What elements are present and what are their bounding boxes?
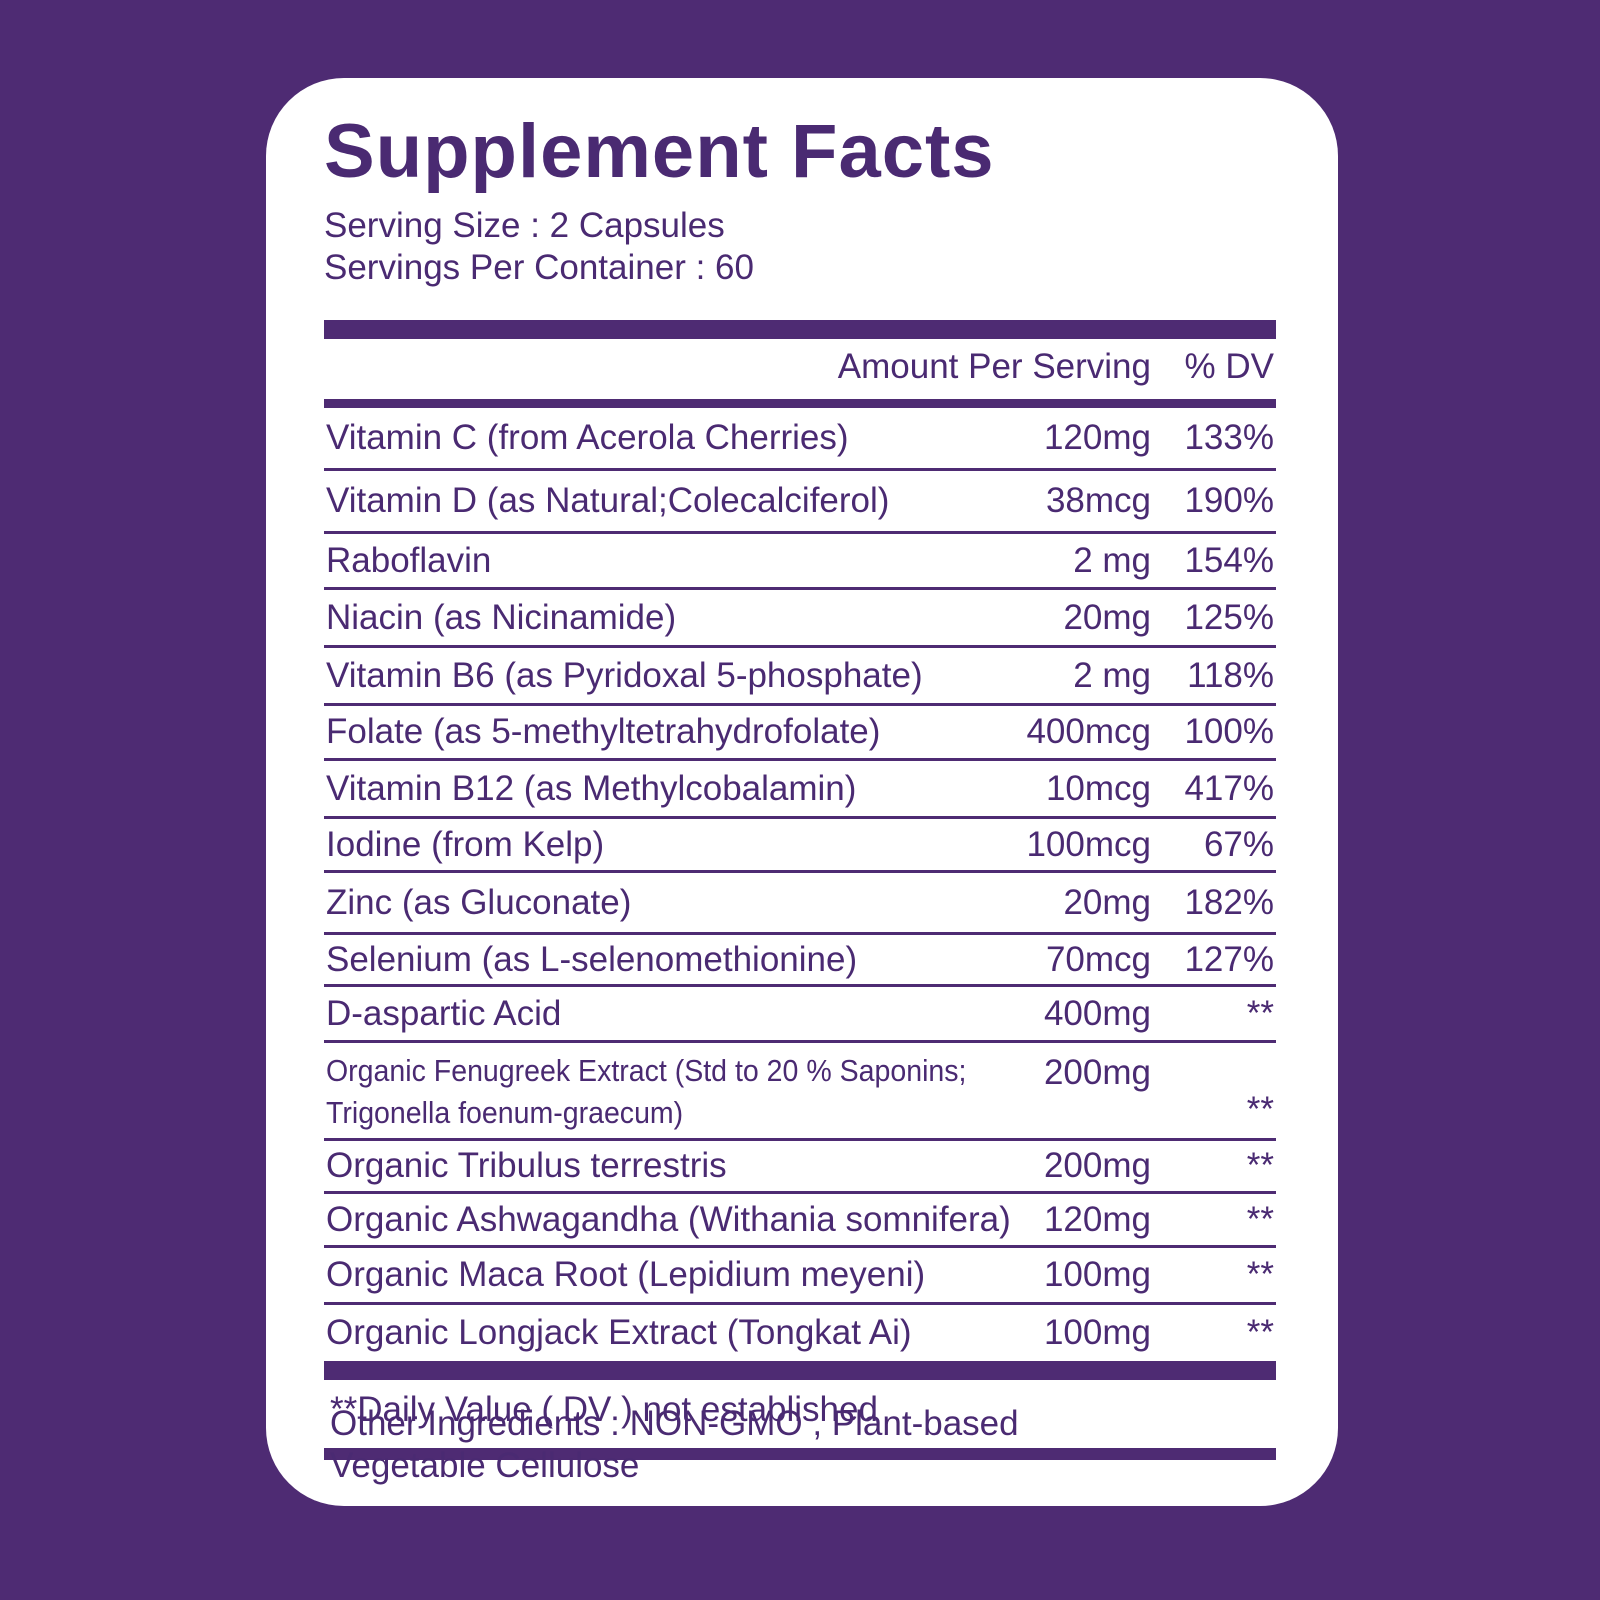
nutrient-name: Iodine (from Kelp) — [326, 824, 605, 864]
amount: 2 mg — [1073, 655, 1151, 695]
amount: 120mg — [1043, 1199, 1151, 1239]
table-row: Raboflavin 2 mg 154% — [324, 534, 1276, 590]
amount: 100mcg — [1026, 824, 1151, 864]
table-row: Organic Maca Root (Lepidium meyeni) 100mg… — [324, 1248, 1276, 1305]
daily-value: 182% — [1184, 882, 1274, 922]
nutrient-name: Organic Fenugreek Extract (Std to 20 % S… — [326, 1053, 967, 1088]
nutrient-name: Trigonella foenum-graecum) — [326, 1095, 684, 1130]
rule — [324, 399, 1276, 408]
amount: 38mcg — [1045, 481, 1151, 520]
daily-value: ** — [1246, 1313, 1274, 1352]
nutrient-name: Vitamin C (from Acerola Cherries) — [326, 418, 849, 457]
amount: 2 mg — [1073, 540, 1151, 580]
header-dv: % DV — [1184, 347, 1274, 386]
daily-value: 118% — [1187, 655, 1274, 695]
nutrient-name: Organic Ashwagandha (Withania somnifera) — [326, 1199, 1011, 1239]
daily-value: ** — [1246, 1146, 1274, 1185]
daily-value: ** — [1246, 1090, 1274, 1129]
amount: 200mg — [1043, 1053, 1151, 1092]
amount: 70mcg — [1045, 939, 1151, 979]
amount: 10mcg — [1045, 768, 1151, 808]
rule — [324, 1448, 1276, 1460]
ingredients-line: Other Ingredients : NON-GMO , Plant-base… — [330, 1404, 1019, 1443]
thick-rule — [324, 1361, 1276, 1380]
table-row: Selenium (as L-selenomethionine) 70mcg 127… — [324, 935, 1276, 987]
table-row: Organic Tribulus terrestris 200mg ** — [324, 1141, 1276, 1194]
nutrient-name: Niacin (as Nicinamide) — [326, 597, 677, 637]
daily-value: ** — [1246, 993, 1274, 1033]
nutrient-name: Zinc (as Gluconate) — [326, 882, 632, 922]
title: Supplement Facts — [324, 109, 995, 194]
daily-value: 190% — [1184, 481, 1274, 520]
table-row: D-aspartic Acid 400mg ** — [324, 987, 1276, 1043]
table-row: Zinc (as Gluconate) 20mg 182% — [324, 873, 1276, 935]
nutrient-name: Organic Longjack Extract (Tongkat Ai) — [326, 1313, 912, 1352]
facts-table: Amount Per Serving % DV Vitamin C (from … — [324, 320, 1276, 1460]
amount: 200mg — [1043, 1146, 1151, 1185]
nutrient-name: D-aspartic Acid — [326, 993, 562, 1033]
amount: 100mg — [1043, 1313, 1151, 1352]
daily-value: 127% — [1184, 939, 1274, 979]
thick-rule — [324, 320, 1276, 339]
table-row: Vitamin D (as Natural;Colecalciferol) 38m… — [324, 471, 1276, 534]
table-row: Vitamin C (from Acerola Cherries) 120mg 13… — [324, 408, 1276, 471]
table-row: Vitamin B6 (as Pyridoxal 5-phosphate) 2 m… — [324, 648, 1276, 706]
nutrient-name: Selenium (as L-selenomethionine) — [326, 939, 858, 979]
table-row: Vitamin B12 (as Methylcobalamin) 10mcg 417… — [324, 761, 1276, 819]
nutrient-name: Vitamin D (as Natural;Colecalciferol) — [326, 481, 890, 520]
label-card: Supplement Facts Serving Size : 2 Capsul… — [266, 78, 1338, 1506]
amount: 20mg — [1063, 597, 1151, 637]
table-row: Niacin (as Nicinamide) 20mg 125% — [324, 590, 1276, 648]
table-row: Folate (as 5-methyltetrahydrofolate) 400m… — [324, 706, 1276, 761]
nutrient-name: Vitamin B6 (as Pyridoxal 5-phosphate) — [326, 655, 923, 695]
daily-value: 417% — [1184, 768, 1274, 808]
table-row: Organic Ashwagandha (Withania somnifera)… — [324, 1194, 1276, 1248]
daily-value: 100% — [1184, 712, 1274, 751]
table-row: Organic Longjack Extract (Tongkat Ai) 100… — [324, 1305, 1276, 1361]
daily-value: 133% — [1184, 418, 1274, 457]
daily-value: ** — [1246, 1255, 1274, 1294]
table-header: Amount Per Serving % DV — [324, 339, 1276, 399]
nutrient-name: Raboflavin — [326, 540, 492, 580]
amount: 400mg — [1043, 993, 1151, 1033]
nutrient-name: Organic Tribulus terrestris — [326, 1146, 727, 1185]
serving-size: Serving Size : 2 Capsules — [324, 206, 725, 245]
table-rows: Vitamin C (from Acerola Cherries) 120mg 13… — [324, 408, 1276, 1361]
footnote: **Daily Value ( DV ) not established — [330, 1390, 878, 1429]
nutrient-name: Folate (as 5-methyltetrahydrofolate) — [326, 712, 881, 751]
ingredients-line: Vegetable Cellulose — [330, 1446, 640, 1485]
daily-value: 125% — [1184, 597, 1274, 637]
nutrient-name: Organic Maca Root (Lepidium meyeni) — [326, 1255, 926, 1294]
nutrient-name: Vitamin B12 (as Methylcobalamin) — [326, 768, 857, 808]
daily-value: 67% — [1203, 824, 1274, 864]
amount: 400mcg — [1026, 712, 1151, 751]
servings-per-container: Servings Per Container : 60 — [324, 248, 754, 287]
amount: 100mg — [1043, 1255, 1151, 1294]
table-row: Organic Fenugreek Extract (Std to 20 % S… — [324, 1043, 1276, 1141]
amount: 20mg — [1063, 882, 1151, 922]
daily-value: ** — [1246, 1199, 1274, 1239]
daily-value: 154% — [1184, 540, 1274, 580]
table-row: Iodine (from Kelp) 100mcg 67% — [324, 819, 1276, 873]
header-amount: Amount Per Serving — [837, 347, 1151, 386]
amount: 120mg — [1043, 418, 1151, 457]
other-ingredients: Other Ingredients : NON-GMO , Plant-base… — [330, 1403, 1019, 1487]
